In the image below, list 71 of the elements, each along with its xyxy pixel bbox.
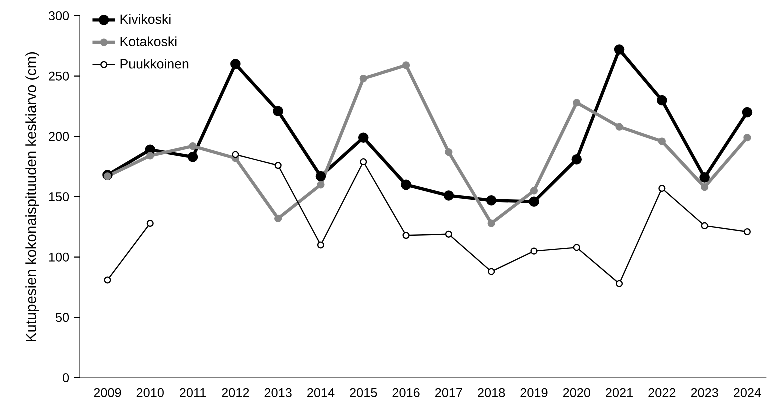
y-tick-label: 100	[49, 252, 70, 262]
point	[701, 184, 709, 192]
x-tick-label: 2011	[180, 388, 206, 398]
point	[317, 181, 325, 189]
point	[529, 196, 540, 207]
x-tick-label: 2023	[691, 388, 718, 398]
point	[488, 220, 496, 228]
x-tick-label: 2010	[136, 388, 164, 398]
legend-label: Kivikoski	[120, 14, 171, 24]
x-tick-label: 2016	[392, 388, 420, 398]
x-tick-label: 2013	[264, 388, 292, 398]
legend-label: Puukkoinen	[120, 59, 189, 69]
x-tick-label: 2020	[563, 388, 590, 398]
point	[486, 195, 497, 206]
point	[488, 268, 496, 276]
point	[573, 99, 581, 107]
point	[744, 134, 752, 142]
point	[274, 162, 282, 170]
y-axis-title: Kutupesien kokonaispituuden keskiarvo (cm)	[26, 52, 40, 342]
x-tick-label: 2017	[435, 388, 462, 398]
legend-label: Kotakoski	[120, 36, 177, 46]
point	[273, 106, 284, 116]
y-tick-label: 250	[49, 72, 70, 81]
point	[445, 230, 452, 238]
x-tick-label: 2021	[606, 388, 633, 398]
point	[316, 171, 326, 182]
point	[616, 123, 624, 131]
x-tick-label: 2012	[222, 388, 250, 398]
point	[360, 158, 368, 166]
x-tick-label: 2009	[94, 388, 122, 398]
point	[146, 220, 154, 228]
point	[445, 148, 453, 156]
x-tick-label: 2015	[350, 388, 378, 398]
y-tick-label: 300	[48, 12, 70, 20]
point	[230, 59, 241, 70]
y-tick-label: 150	[49, 192, 70, 202]
point	[274, 214, 282, 223]
y-tick-label: 200	[49, 132, 70, 142]
point	[657, 95, 668, 106]
y-tick-label: 0	[63, 374, 70, 382]
x-tick-label: 2014	[308, 388, 335, 398]
x-tick-label: 2019	[520, 388, 548, 398]
point	[402, 62, 410, 70]
point	[616, 280, 624, 288]
point	[146, 152, 154, 160]
point	[360, 74, 368, 83]
x-tick-label: 2022	[648, 388, 676, 398]
point	[658, 185, 666, 192]
point	[530, 187, 538, 195]
point	[189, 142, 197, 150]
point	[104, 276, 112, 284]
point	[658, 138, 666, 146]
point	[188, 152, 198, 162]
point	[614, 44, 625, 55]
point	[530, 248, 538, 255]
point	[700, 172, 710, 183]
point	[701, 222, 708, 230]
point	[232, 151, 240, 158]
point	[744, 228, 752, 236]
point	[573, 244, 580, 252]
point	[358, 132, 369, 144]
x-tick-label: 2018	[478, 388, 506, 398]
point	[401, 180, 412, 190]
point	[742, 107, 753, 118]
point	[444, 190, 454, 201]
point	[104, 172, 112, 180]
point	[572, 154, 582, 165]
x-tick-label: 2024	[734, 388, 762, 398]
point	[317, 242, 325, 249]
point	[402, 232, 410, 240]
y-tick-label: 50	[56, 313, 70, 322]
